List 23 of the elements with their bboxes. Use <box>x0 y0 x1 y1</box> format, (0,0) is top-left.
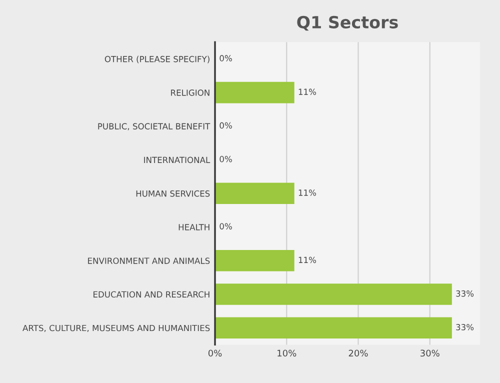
y-tick-label: HEALTH <box>178 224 210 230</box>
y-tick-label: ARTS, CULTURE, MUSEUMS AND HUMANITIES <box>22 324 210 332</box>
x-tick-label: 30% <box>420 350 440 357</box>
data-label: 33% <box>456 324 474 330</box>
y-tick-label: ENVIRONMENT AND ANIMALS <box>88 258 210 264</box>
data-label: 0% <box>220 122 232 129</box>
x-tick-label: 10% <box>278 350 296 357</box>
data-label: 0% <box>220 223 232 230</box>
y-tick-label: PUBLIC, SOCIETAL BENEFIT <box>98 123 210 130</box>
data-label: 11% <box>298 190 316 196</box>
chart-title: Q1 Sectors <box>297 16 398 31</box>
data-label: 0% <box>220 55 232 62</box>
y-tick-label: RELIGION <box>171 90 210 96</box>
x-tick-label: 20% <box>348 350 368 357</box>
x-tick-label: 0% <box>208 350 222 357</box>
data-label: 11% <box>298 256 316 264</box>
data-label: 0% <box>220 156 232 162</box>
data-label: 11% <box>298 88 316 95</box>
y-tick-label: INTERNATIONAL <box>144 156 210 164</box>
data-label: 33% <box>456 290 474 297</box>
y-tick-label: EDUCATION AND RESEARCH <box>94 291 210 298</box>
y-tick-label: HUMAN SERVICES <box>136 190 210 197</box>
y-tick-label: OTHER (PLEASE SPECIFY) <box>104 56 210 64</box>
